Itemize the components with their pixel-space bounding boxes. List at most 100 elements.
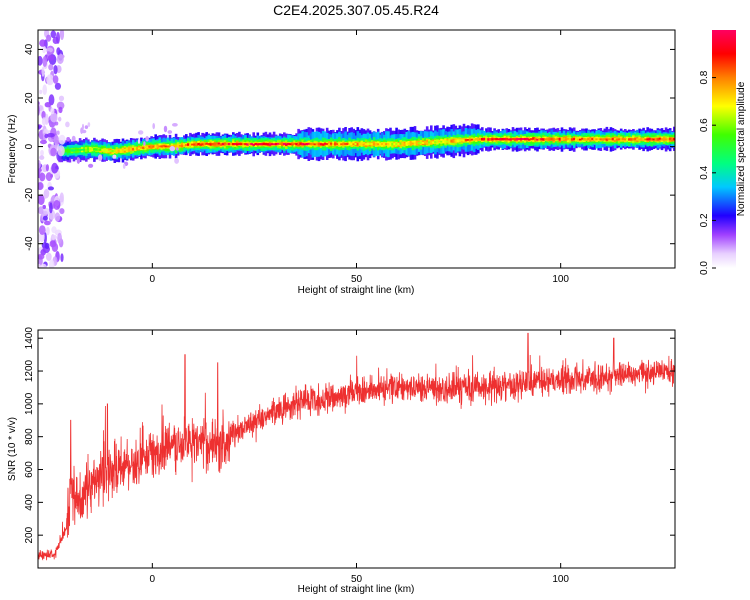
heatmap-cell xyxy=(248,142,251,146)
heatmap-cell xyxy=(630,138,633,141)
heatmap-noise-blob xyxy=(66,137,71,142)
heatmap-cell xyxy=(366,142,370,145)
heatmap-noise-blob xyxy=(51,234,58,240)
spectrogram-y-tick-label: -40 xyxy=(24,236,35,251)
heatmap-noise-blob xyxy=(40,139,47,145)
heatmap-cell xyxy=(197,142,200,146)
heatmap-noise-blob xyxy=(41,110,46,120)
heatmap-cell xyxy=(458,139,462,142)
heatmap-noise-blob xyxy=(53,134,60,146)
heatmap-cell xyxy=(295,143,298,146)
heatmap-cell xyxy=(289,143,292,146)
heatmap-cell xyxy=(505,138,509,141)
heatmap-cell xyxy=(97,148,100,151)
heatmap-cell xyxy=(254,142,257,146)
heatmap-cell xyxy=(489,138,492,141)
heatmap-cell xyxy=(579,138,582,141)
heatmap-noise-blob xyxy=(71,135,76,142)
figure-title: C2E4.2025.307.05.45.R24 xyxy=(273,2,439,18)
spectrogram-x-label: Height of straight line (km) xyxy=(298,285,415,296)
heatmap-cell xyxy=(448,140,451,143)
heatmap-cell xyxy=(540,138,543,141)
heatmap-cell xyxy=(346,142,349,145)
heatmap-cell xyxy=(91,147,94,151)
heatmap-cell xyxy=(87,147,90,151)
heatmap-cell xyxy=(78,148,82,152)
heatmap-cell xyxy=(364,143,368,146)
heatmap-cell xyxy=(146,146,149,149)
heatmap-noise-blob xyxy=(59,208,65,215)
heatmap-cell xyxy=(134,147,137,150)
heatmap-cell xyxy=(430,141,433,144)
heatmap-cell xyxy=(668,137,672,141)
heatmap-cell xyxy=(376,143,380,146)
heatmap-cell xyxy=(562,137,566,140)
heatmap-cell xyxy=(293,142,296,145)
snr-y-tick-label: 200 xyxy=(24,526,35,543)
heatmap-noise-blob xyxy=(40,263,47,268)
spectrogram-y-label: Frequency (Hz) xyxy=(7,115,18,184)
heatmap-cell xyxy=(311,142,315,146)
snr-y-label: SNR (10 * v/v) xyxy=(7,417,18,481)
snr-x-tick-label: 0 xyxy=(150,574,156,585)
heatmap-noise-blob xyxy=(172,123,178,127)
heatmap-cell xyxy=(460,139,464,141)
snr-series-line xyxy=(38,332,675,561)
heatmap-cell xyxy=(615,138,619,141)
heatmap-cell xyxy=(440,140,443,143)
heatmap-cell xyxy=(240,142,243,146)
heatmap-cell xyxy=(317,143,321,146)
heatmap-cell xyxy=(362,144,366,146)
heatmap-cell xyxy=(323,142,327,145)
heatmap xyxy=(38,30,675,268)
heatmap-cell xyxy=(495,138,498,141)
heatmap-noise-blob xyxy=(59,192,64,203)
heatmap-noise-blob xyxy=(50,112,58,123)
heatmap-noise-blob xyxy=(41,66,45,77)
heatmap-cell xyxy=(666,138,670,141)
heatmap-cell xyxy=(521,138,525,140)
heatmap-cell xyxy=(227,142,231,146)
heatmap-cell xyxy=(387,142,390,146)
heatmap-cell xyxy=(611,137,615,141)
heatmap-cell xyxy=(560,137,564,141)
heatmap-noise-blob xyxy=(40,149,44,157)
colorbar-tick-label: 0.6 xyxy=(699,118,710,132)
heatmap-noise-blob xyxy=(38,206,44,215)
heatmap-cell xyxy=(454,139,458,142)
heatmap-cell xyxy=(207,143,211,146)
colorbar-ticks: 0.0 0.2 0.4 0.6 0.8 xyxy=(699,70,716,275)
snr-y-tick-label: 1200 xyxy=(24,359,35,382)
heatmap-cell xyxy=(246,143,249,146)
heatmap-cell xyxy=(193,143,196,146)
heatmap-cell xyxy=(156,145,159,148)
heatmap-cell xyxy=(568,138,572,141)
heatmap-cell xyxy=(554,138,558,141)
heatmap-noise-blob xyxy=(58,95,65,102)
heatmap-noise-blob xyxy=(48,54,55,61)
heatmap-cell xyxy=(462,139,466,142)
heatmap-cell xyxy=(397,142,400,146)
heatmap-cell xyxy=(183,144,186,147)
heatmap-cell xyxy=(189,143,192,146)
heatmap-cell xyxy=(499,138,502,141)
heatmap-cell xyxy=(624,138,627,141)
heatmap-noise-blob xyxy=(145,136,149,142)
heatmap-cell xyxy=(542,138,545,141)
heatmap-noise-blob xyxy=(56,53,64,65)
heatmap-cell xyxy=(507,138,511,141)
heatmap-cell xyxy=(352,143,355,146)
heatmap-noise-blob xyxy=(39,89,43,95)
heatmap-noise-blob xyxy=(163,125,168,133)
heatmap-cell xyxy=(180,144,184,148)
heatmap-cell xyxy=(370,142,374,146)
heatmap-noise-blob xyxy=(42,84,47,95)
heatmap-cell xyxy=(158,145,162,148)
spectrogram-y-tick-label: 40 xyxy=(24,43,35,55)
heatmap-cell xyxy=(101,148,104,152)
heatmap-cell xyxy=(256,143,260,146)
heatmap-band-layer xyxy=(70,137,675,153)
heatmap-noise-blob xyxy=(42,215,48,221)
heatmap-cell xyxy=(601,138,605,141)
heatmap-cell xyxy=(303,143,306,146)
